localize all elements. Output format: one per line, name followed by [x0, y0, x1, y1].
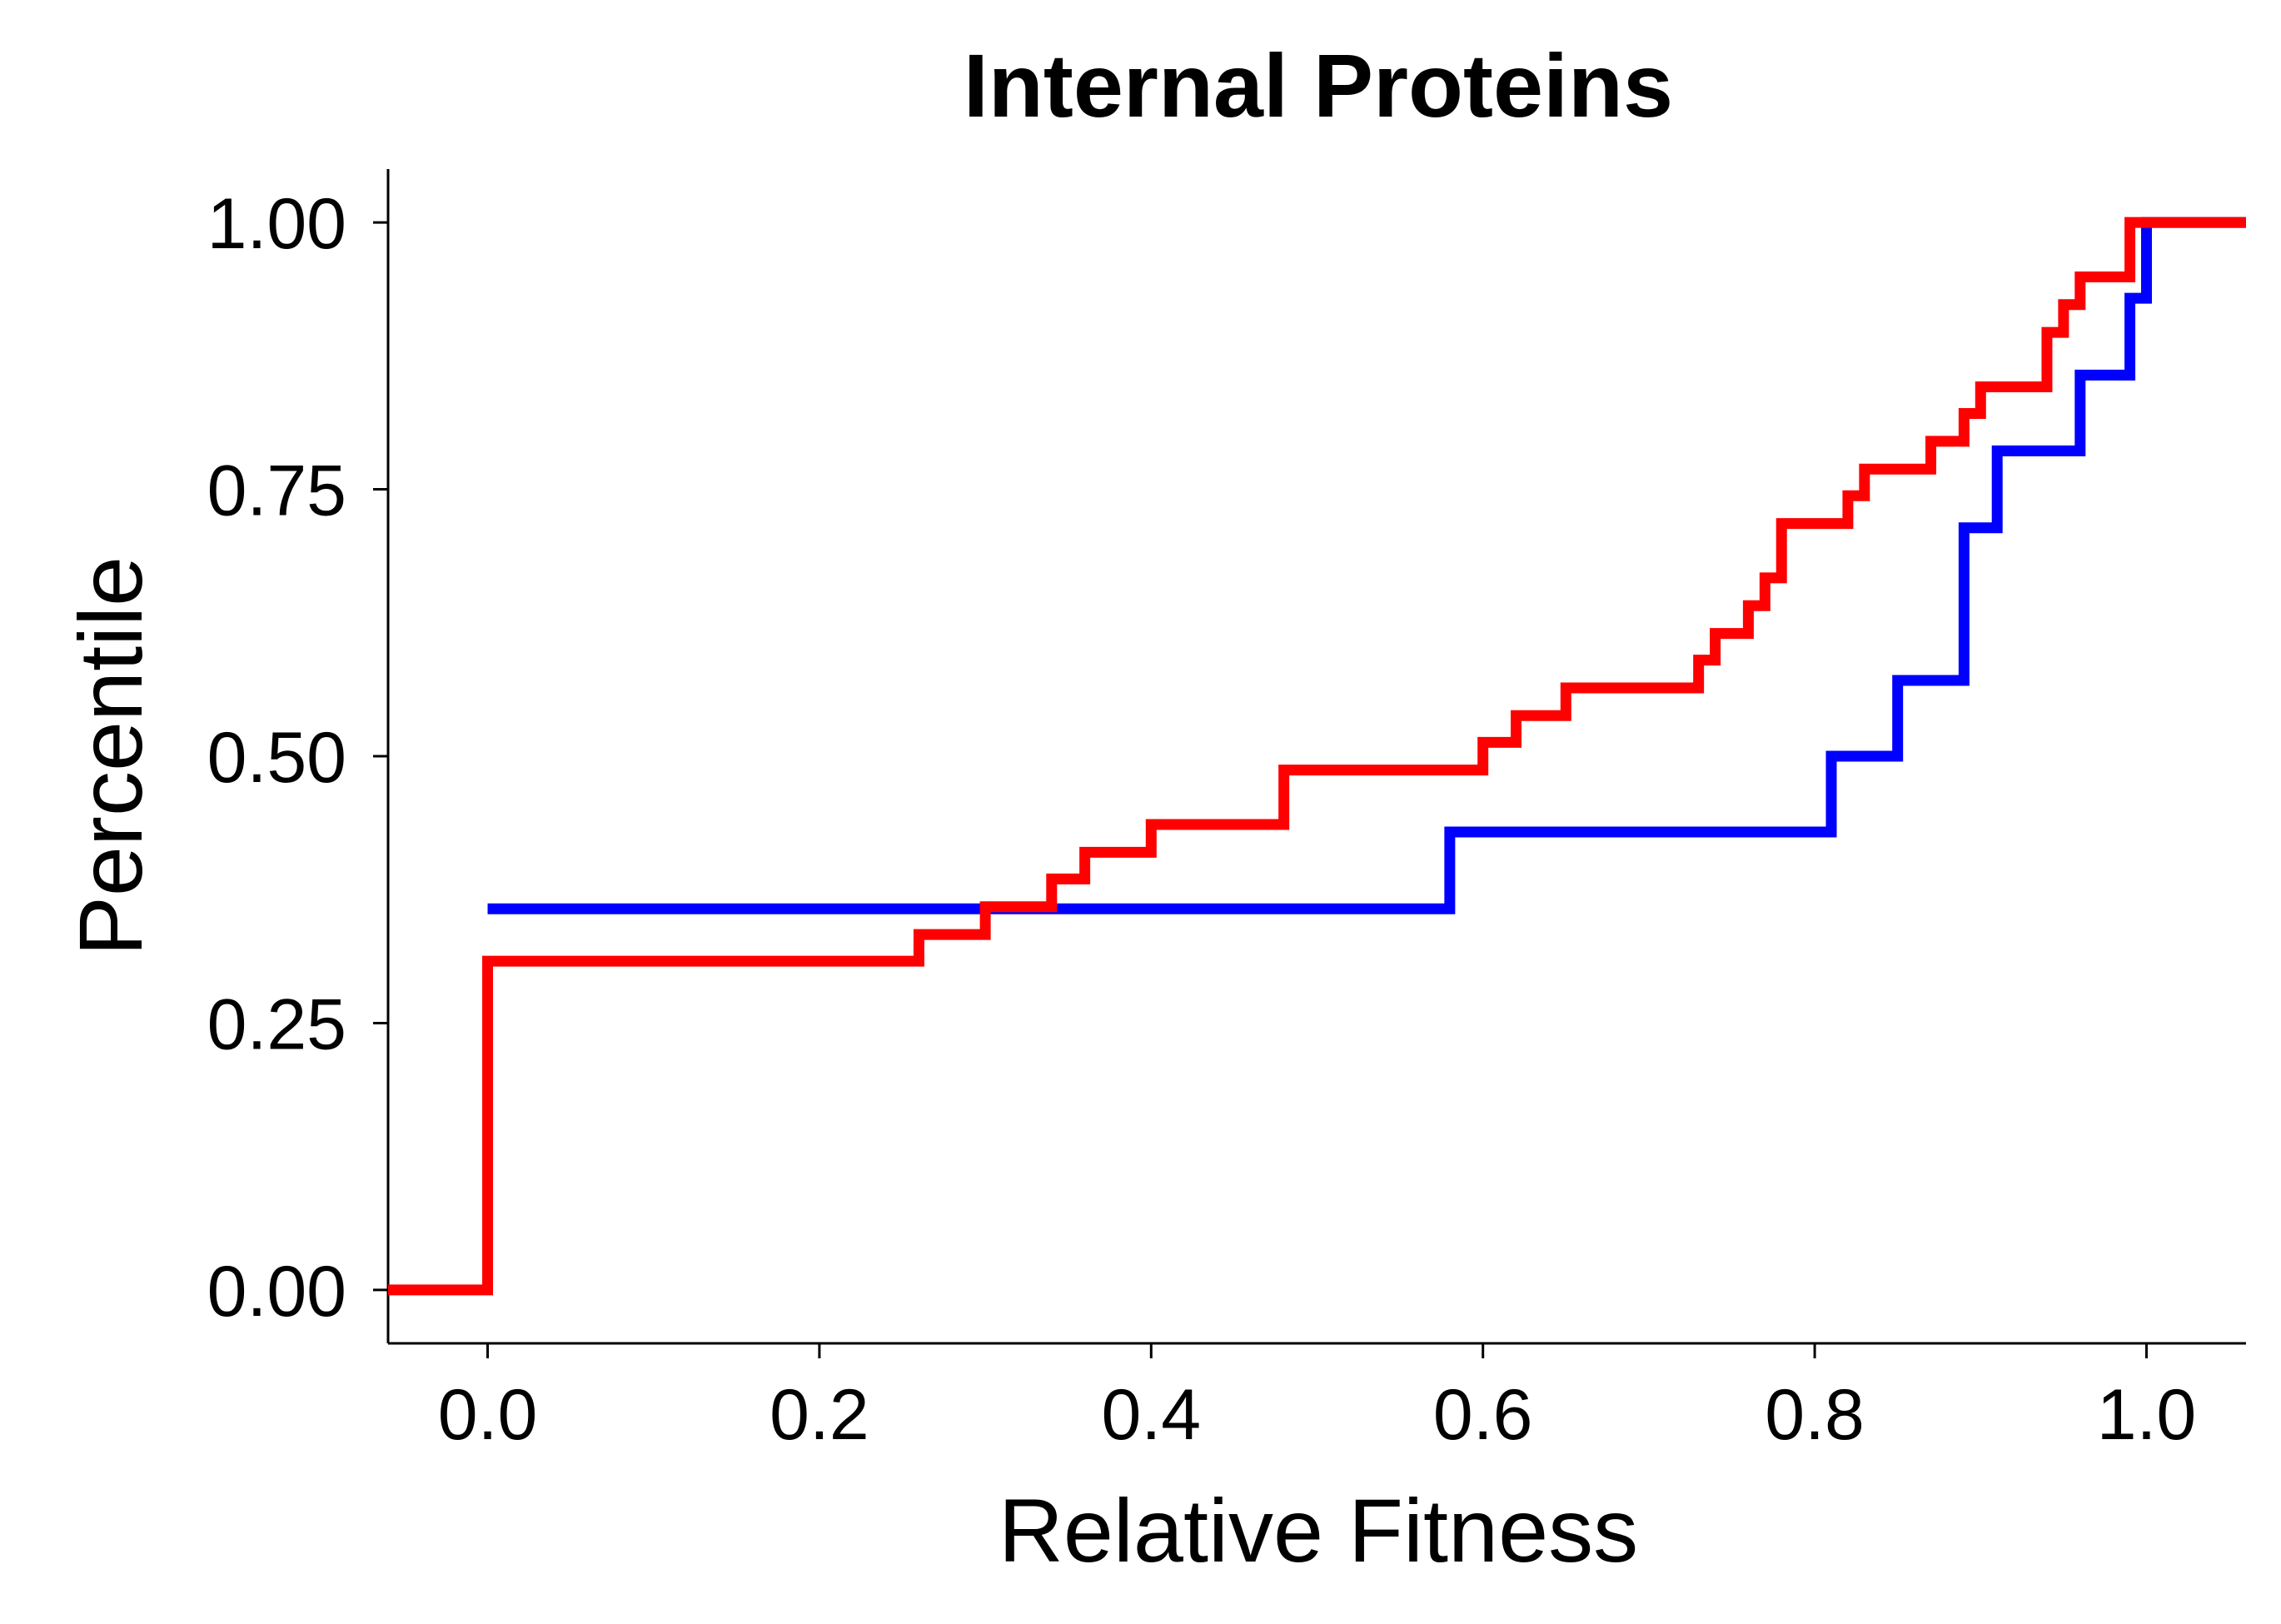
series-layer	[388, 217, 2246, 1296]
x-ticks: 0.0 0.2 0.4 0.6 0.8 1.0	[438, 1343, 2197, 1455]
y-tick-label: 0.00	[207, 1252, 346, 1332]
x-tick-label: 0.8	[1765, 1375, 1865, 1455]
series-line-2	[388, 217, 2246, 1296]
y-ticks: 0.00 0.25 0.50 0.75 1.00	[207, 184, 388, 1332]
y-tick-label: 0.50	[207, 718, 346, 798]
plot-area: 0.0 0.2 0.4 0.6 0.8 1.0 0.00 0.25 0.50 0.75 1.00	[207, 169, 2246, 1455]
y-tick-label: 1.00	[207, 184, 346, 264]
y-tick-label: 0.25	[207, 984, 346, 1064]
x-tick-label: 0.4	[1102, 1375, 1202, 1455]
y-axis-title: Percentile	[60, 556, 161, 956]
series-line-1	[487, 217, 2246, 914]
x-tick-label: 0.0	[438, 1375, 538, 1455]
y-tick-label: 0.75	[207, 451, 346, 531]
chart-title: Internal Proteins	[964, 35, 1673, 136]
x-tick-label: 0.6	[1433, 1375, 1533, 1455]
x-tick-label: 1.0	[2097, 1375, 2197, 1455]
x-axis-title: Relative Fitness	[999, 1480, 1638, 1581]
x-tick-label: 0.2	[769, 1375, 869, 1455]
